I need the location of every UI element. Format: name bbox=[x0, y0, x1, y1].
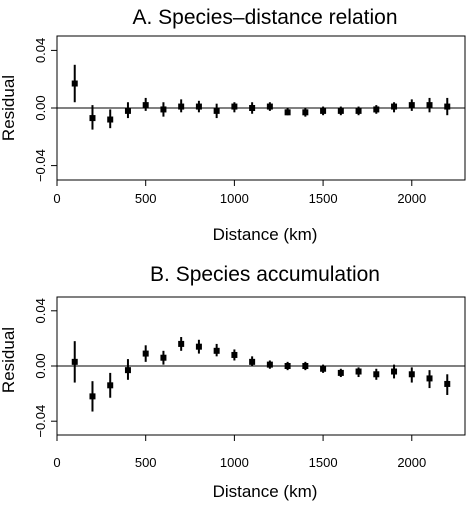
panel-b-data-point bbox=[195, 343, 202, 350]
panel-b-data-point bbox=[160, 354, 167, 361]
panel-a-data-point bbox=[302, 109, 309, 116]
panel-a-data-point bbox=[213, 107, 220, 114]
panel-b-data-point bbox=[408, 371, 415, 378]
panel-b-data-point bbox=[89, 393, 96, 400]
panel-b-data-point bbox=[124, 367, 131, 374]
panel-a-data-point bbox=[284, 109, 291, 116]
panel-b: B. Species accumulation Residual Distanc… bbox=[0, 263, 466, 501]
panel-b-ytick-label: 0.00 bbox=[33, 353, 48, 378]
panel-a-data-point bbox=[178, 103, 185, 110]
panel-a-data-point bbox=[249, 105, 256, 111]
panel-b-ylabel: Residual bbox=[0, 327, 18, 393]
panel-a: A. Species–distance relation Residual Di… bbox=[0, 6, 466, 244]
panel-a-data-point bbox=[266, 103, 273, 110]
panel-b-data-point bbox=[71, 358, 78, 365]
panel-b-xtick-label: 0 bbox=[53, 455, 60, 470]
panel-b-data-point bbox=[249, 358, 256, 365]
panel-b-data-point bbox=[373, 371, 380, 378]
panel-a-xtick-label: 1500 bbox=[309, 191, 338, 206]
panel-a-ytick-label: 0.00 bbox=[33, 95, 48, 120]
panel-a-xtick-label: 2000 bbox=[397, 191, 426, 206]
panel-b-data-point bbox=[213, 347, 220, 354]
panel-b-xtick-label: 2000 bbox=[397, 455, 426, 470]
panel-b-xtick-label: 1000 bbox=[220, 455, 249, 470]
panel-a-xtick-label: 0 bbox=[53, 191, 60, 206]
panel-b-data-point bbox=[231, 351, 238, 358]
panel-a-data-point bbox=[142, 102, 149, 109]
panel-a-data-point bbox=[444, 103, 451, 110]
panel-a-ytick-label: −0.04 bbox=[33, 149, 48, 182]
panel-a-data-point bbox=[320, 107, 327, 114]
panel-a-data-point bbox=[107, 116, 114, 123]
panel-b-data-point bbox=[355, 368, 362, 375]
panel-a-xtick-label: 500 bbox=[135, 191, 157, 206]
panel-a-ytick-label: 0.04 bbox=[33, 38, 48, 63]
panel-a-data-point bbox=[373, 106, 380, 113]
panel-b-xtick-label: 500 bbox=[135, 455, 157, 470]
panel-b-xlabel: Distance (km) bbox=[213, 482, 318, 501]
panel-b-data-point bbox=[426, 375, 433, 382]
panel-a-xlabel: Distance (km) bbox=[213, 225, 318, 244]
panel-b-ytick-label: 0.04 bbox=[33, 298, 48, 323]
panel-a-data-point bbox=[408, 102, 415, 109]
panel-b-data-point bbox=[142, 350, 149, 357]
panel-b-xtick-label: 1500 bbox=[309, 455, 338, 470]
panel-a-data-point bbox=[71, 80, 78, 87]
panel-b-data-point bbox=[320, 365, 327, 372]
panel-b-data-point bbox=[337, 369, 344, 376]
panel-b-data-point bbox=[444, 380, 451, 387]
panel-a-data-point bbox=[195, 103, 202, 110]
panel-b-title: B. Species accumulation bbox=[150, 263, 380, 286]
panel-b-data-point bbox=[266, 361, 273, 368]
panel-b-data-point bbox=[107, 382, 114, 389]
panel-a-data-point bbox=[426, 102, 433, 109]
panel-b-ytick-label: −0.04 bbox=[33, 405, 48, 438]
panel-a-xtick-label: 1000 bbox=[220, 191, 249, 206]
panel-a-data-point bbox=[89, 115, 96, 122]
panel-b-data-point bbox=[302, 363, 309, 369]
panel-a-data-point bbox=[124, 107, 131, 114]
panel-a-data-point bbox=[231, 103, 238, 110]
panel-a-data-point bbox=[355, 107, 362, 114]
panel-a-data-point bbox=[391, 103, 398, 110]
panel-a-title: A. Species–distance relation bbox=[133, 6, 398, 29]
panel-b-data-point bbox=[391, 368, 398, 375]
panel-b-data-point bbox=[178, 340, 185, 347]
panel-a-data-point bbox=[337, 107, 344, 114]
panel-a-data-point bbox=[160, 106, 167, 113]
panel-b-data-point bbox=[284, 363, 291, 369]
panel-a-ylabel: Residual bbox=[0, 75, 18, 141]
